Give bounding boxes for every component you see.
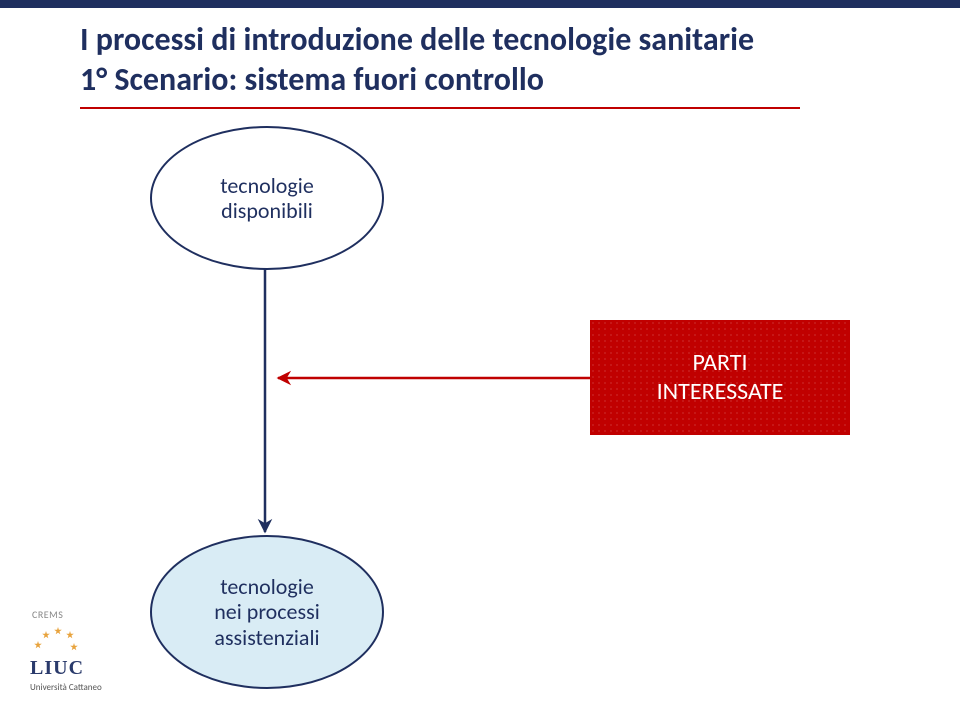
node-parti-interessate: PARTI INTERESSATE [590, 320, 850, 435]
redbox-line2: INTERESSATE [657, 378, 784, 407]
crems-label: CREMS [32, 608, 63, 621]
top-bar [0, 0, 960, 8]
node-tecnologie-disponibili: tecnologie disponibili [150, 126, 384, 270]
title-line-1: I processi di introduzione delle tecnolo… [80, 20, 920, 60]
node-bottom-line3: assistenziali [214, 625, 319, 650]
diagram-area: tecnologie disponibili tecnologie nei pr… [0, 120, 960, 711]
node-top-line2: disponibili [221, 198, 313, 223]
title-underline [80, 107, 800, 109]
node-bottom-line1: tecnologie [220, 574, 314, 599]
liuc-logo-text: LIUC [30, 657, 84, 680]
node-tecnologie-processi: tecnologie nei processi assistenziali [150, 535, 384, 689]
title-line-2: 1° Scenario: sistema fuori controllo [80, 60, 920, 100]
redbox-line1: PARTI [692, 349, 747, 378]
node-top-line1: tecnologie [220, 173, 314, 198]
slide-title: I processi di introduzione delle tecnolo… [80, 20, 920, 100]
liuc-subtitle: Università Cattaneo [30, 682, 102, 693]
footer-logos: CREMS LIUC Università Cattaneo [30, 608, 102, 693]
liuc-stars [30, 627, 76, 655]
node-bottom-line2: nei processi [214, 599, 320, 624]
